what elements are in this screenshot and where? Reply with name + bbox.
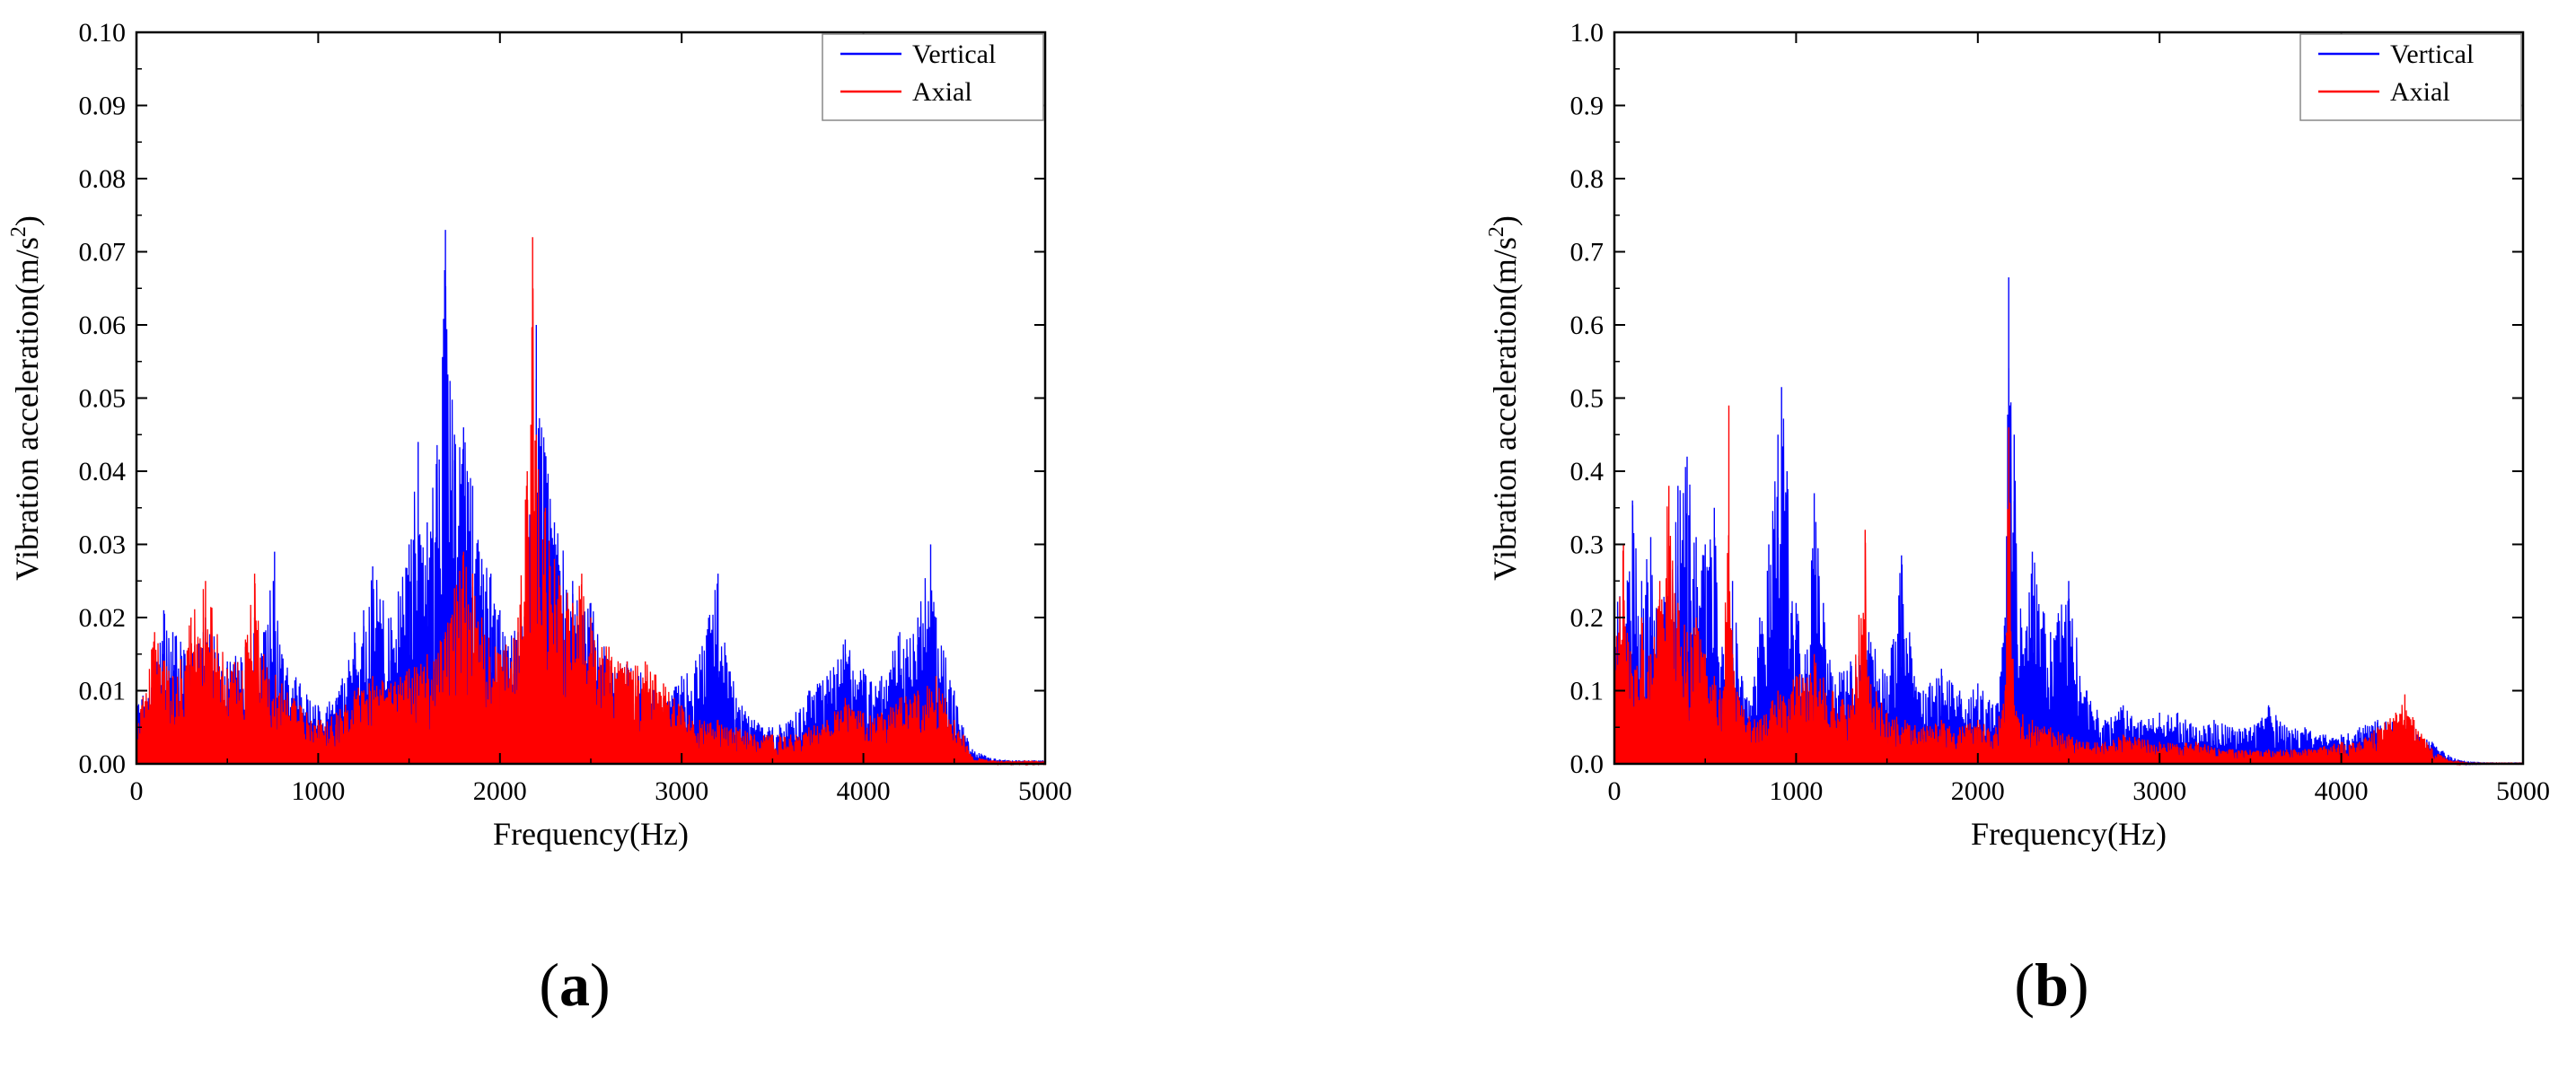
y-tick-label: 0.01 bbox=[79, 677, 127, 706]
y-axis-title-sup-b: 2 bbox=[1485, 226, 1508, 237]
panel-label-open-paren-a: ( bbox=[539, 951, 559, 1019]
panel-label-letter-a: a bbox=[559, 951, 590, 1019]
legend-a: Vertical Axial bbox=[822, 33, 1044, 121]
y-tick-label: 0.06 bbox=[79, 311, 127, 340]
x-tick-label: 3000 bbox=[655, 776, 708, 806]
y-tick-label: 0.10 bbox=[79, 18, 127, 48]
legend-b: Vertical Axial bbox=[2299, 33, 2522, 121]
y-tick-label: 0.5 bbox=[1570, 384, 1605, 414]
series-layer-a bbox=[136, 230, 1046, 767]
y-axis-title-sup-a: 2 bbox=[7, 226, 31, 237]
x-tick-label: 5000 bbox=[2496, 776, 2550, 806]
y-tick-label: 0.00 bbox=[79, 749, 127, 779]
y-tick-label: 0.9 bbox=[1570, 92, 1605, 121]
y-tick-label: 0.0 bbox=[1570, 749, 1605, 779]
legend-box-a bbox=[822, 33, 1044, 121]
y-tick-label: 0.04 bbox=[79, 457, 127, 486]
panel-label-close-paren-a: ) bbox=[590, 951, 611, 1019]
y-axis-title-b: Vibration acceleration(m/s2) bbox=[1485, 215, 1523, 581]
y-tick-label: 0.3 bbox=[1570, 530, 1605, 560]
panel-label-letter-b: b bbox=[2035, 951, 2069, 1019]
legend-label-axial-a: Axial bbox=[912, 77, 972, 107]
y-tick-label: 0.6 bbox=[1570, 311, 1605, 340]
y-tick-label: 0.09 bbox=[79, 92, 127, 121]
x-tick-label: 4000 bbox=[837, 776, 891, 806]
x-axis-title-a: Frequency(Hz) bbox=[493, 816, 689, 852]
y-tick-label: 0.2 bbox=[1570, 603, 1605, 633]
panel-label-b: (b) bbox=[2014, 951, 2088, 1019]
y-tick-label: 0.07 bbox=[79, 238, 127, 267]
y-axis-title-main-a: Vibration acceleration(m/s bbox=[9, 237, 45, 581]
y-tick-label: 0.03 bbox=[79, 530, 127, 560]
panel-label-open-paren-b: ( bbox=[2014, 951, 2035, 1019]
x-tick-label: 2000 bbox=[1951, 776, 2005, 806]
y-tick-label: 0.4 bbox=[1570, 457, 1605, 486]
chart-panel-a: 0 1000 2000 3000 4000 5000 0.00 0.01 0.02 0.03 0.0… bbox=[7, 18, 1072, 1019]
chart-panel-b: 0 1000 2000 3000 4000 5000 0.0 0.1 0.2 0.3 0.4 0.5 0… bbox=[1485, 18, 2550, 1019]
y-tick-label: 0.7 bbox=[1570, 238, 1605, 267]
axis-ticks-a: 0 1000 2000 3000 4000 5000 0.00 0.01 0.02 0.03 0.0… bbox=[79, 18, 1073, 806]
y-tick-label: 0.1 bbox=[1570, 677, 1605, 706]
legend-label-vertical-a: Vertical bbox=[912, 39, 996, 69]
y-axis-title-a: Vibration acceleration(m/s2) bbox=[7, 215, 45, 581]
y-tick-label: 1.0 bbox=[1570, 18, 1605, 48]
axis-ticks-b: 0 1000 2000 3000 4000 5000 0.0 0.1 0.2 0.3 0.4 0.5 0… bbox=[1570, 18, 2551, 806]
x-tick-label: 2000 bbox=[473, 776, 527, 806]
y-tick-label: 0.8 bbox=[1570, 164, 1605, 194]
y-tick-label: 0.08 bbox=[79, 164, 127, 194]
x-tick-label: 0 bbox=[130, 776, 144, 806]
y-axis-title-tail-b: ) bbox=[1487, 215, 1523, 226]
legend-box-b bbox=[2299, 33, 2522, 121]
y-tick-label: 0.05 bbox=[79, 384, 127, 414]
y-axis-title-main-b: Vibration acceleration(m/s bbox=[1487, 237, 1523, 581]
x-tick-label: 3000 bbox=[2132, 776, 2186, 806]
y-tick-label: 0.02 bbox=[79, 603, 127, 633]
x-tick-label: 1000 bbox=[1769, 776, 1823, 806]
x-tick-label: 5000 bbox=[1018, 776, 1072, 806]
x-tick-label: 4000 bbox=[2315, 776, 2369, 806]
y-axis-title-tail-a: ) bbox=[9, 215, 45, 226]
panel-label-a: (a) bbox=[539, 951, 610, 1019]
legend-label-axial-b: Axial bbox=[2390, 77, 2450, 107]
x-tick-label: 0 bbox=[1608, 776, 1622, 806]
x-tick-label: 1000 bbox=[291, 776, 345, 806]
series-layer-b bbox=[1613, 277, 2524, 767]
x-axis-title-b: Frequency(Hz) bbox=[1971, 816, 2167, 852]
legend-label-vertical-b: Vertical bbox=[2390, 39, 2474, 69]
panel-label-close-paren-b: ) bbox=[2069, 951, 2089, 1019]
